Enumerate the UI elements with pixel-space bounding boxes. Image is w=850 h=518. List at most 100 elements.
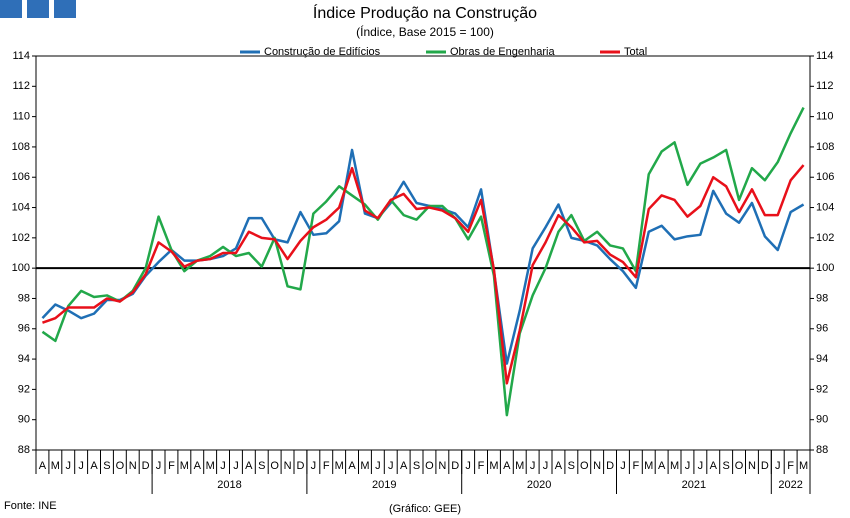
y2-tick-label: 88 xyxy=(816,444,828,456)
x-tick-label: M xyxy=(51,460,60,472)
chart-title: Índice Produção na Construção xyxy=(313,3,537,22)
y-tick-label: 90 xyxy=(18,414,30,426)
y-tick-label: 108 xyxy=(12,141,30,153)
x-tick-label: J xyxy=(698,460,704,472)
y2-tick-label: 102 xyxy=(816,232,834,244)
legend-label: Total xyxy=(624,46,647,58)
legend-label: Construção de Edifícios xyxy=(264,46,381,58)
x-tick-label: J xyxy=(775,460,781,472)
y2-tick-label: 96 xyxy=(816,323,828,335)
x-tick-label: O xyxy=(425,460,434,472)
y-tick-label: 110 xyxy=(12,111,30,123)
x-tick-label: J xyxy=(156,460,162,472)
year-label: 2021 xyxy=(682,479,706,491)
x-tick-label: N xyxy=(438,460,446,472)
x-tick-label: D xyxy=(761,460,769,472)
y-tick-label: 94 xyxy=(18,353,30,365)
x-tick-label: J xyxy=(233,460,239,472)
x-tick-label: D xyxy=(606,460,614,472)
y-tick-label: 96 xyxy=(18,323,30,335)
x-tick-label: A xyxy=(503,460,511,472)
x-tick-label: M xyxy=(335,460,344,472)
y2-tick-label: 106 xyxy=(816,171,834,183)
x-tick-label: F xyxy=(478,460,485,472)
x-tick-label: S xyxy=(103,460,110,472)
x-tick-label: M xyxy=(799,460,808,472)
y-tick-label: 92 xyxy=(18,383,30,395)
year-label: 2019 xyxy=(372,479,396,491)
x-tick-label: F xyxy=(323,460,330,472)
x-tick-label: S xyxy=(722,460,729,472)
legend-label: Obras de Engenharia xyxy=(450,46,555,58)
y-tick-label: 100 xyxy=(12,262,30,274)
x-tick-label: N xyxy=(284,460,292,472)
x-tick-label: N xyxy=(129,460,137,472)
x-tick-label: J xyxy=(311,460,317,472)
x-tick-label: J xyxy=(78,460,84,472)
y-tick-label: 104 xyxy=(12,201,30,213)
year-label: 2018 xyxy=(217,479,241,491)
y-tick-label: 88 xyxy=(18,444,30,456)
series-line xyxy=(41,148,805,365)
x-tick-label: S xyxy=(568,460,575,472)
x-tick-label: M xyxy=(644,460,653,472)
y2-tick-label: 112 xyxy=(816,80,834,92)
x-tick-label: J xyxy=(388,460,394,472)
x-tick-label: J xyxy=(66,460,72,472)
y-tick-label: 98 xyxy=(18,292,30,304)
logo-block xyxy=(0,0,22,18)
x-tick-label: O xyxy=(116,460,125,472)
x-tick-label: F xyxy=(632,460,639,472)
x-tick-label: F xyxy=(168,460,175,472)
y-tick-label: 114 xyxy=(12,50,30,62)
y2-tick-label: 98 xyxy=(816,292,828,304)
x-tick-label: S xyxy=(258,460,265,472)
x-tick-label: J xyxy=(530,460,536,472)
x-tick-label: A xyxy=(555,460,563,472)
x-tick-label: N xyxy=(593,460,601,472)
x-tick-label: M xyxy=(515,460,524,472)
y-tick-label: 106 xyxy=(12,171,30,183)
x-tick-label: D xyxy=(451,460,459,472)
y2-tick-label: 110 xyxy=(816,111,834,123)
y2-tick-label: 108 xyxy=(816,141,834,153)
x-tick-label: J xyxy=(620,460,626,472)
x-tick-label: A xyxy=(400,460,408,472)
x-tick-label: M xyxy=(360,460,369,472)
x-tick-label: M xyxy=(670,460,679,472)
x-tick-label: J xyxy=(685,460,691,472)
year-label: 2020 xyxy=(527,479,551,491)
x-tick-label: O xyxy=(580,460,589,472)
x-tick-label: A xyxy=(194,460,202,472)
y-tick-label: 112 xyxy=(12,80,30,92)
x-tick-label: D xyxy=(296,460,304,472)
y2-tick-label: 94 xyxy=(816,353,828,365)
series-line xyxy=(42,164,805,385)
chart-subtitle: (Índice, Base 2015 = 100) xyxy=(356,24,494,39)
x-tick-label: M xyxy=(206,460,215,472)
source: Fonte: INE xyxy=(4,500,57,512)
x-tick-label: J xyxy=(375,460,381,472)
x-tick-label: S xyxy=(413,460,420,472)
x-tick-label: O xyxy=(735,460,744,472)
plot-frame xyxy=(35,55,811,451)
y2-tick-label: 114 xyxy=(816,50,834,62)
x-tick-label: A xyxy=(658,460,666,472)
y-tick-label: 102 xyxy=(12,232,30,244)
logo-block xyxy=(54,0,76,18)
x-tick-label: O xyxy=(270,460,279,472)
series-line xyxy=(41,106,805,417)
logo-block xyxy=(27,0,49,18)
credit: (Gráfico: GEE) xyxy=(389,503,461,515)
x-tick-label: A xyxy=(710,460,718,472)
y2-tick-label: 100 xyxy=(816,262,834,274)
x-tick-label: M xyxy=(180,460,189,472)
x-tick-label: A xyxy=(39,460,47,472)
x-tick-label: A xyxy=(90,460,98,472)
year-label: 2022 xyxy=(778,479,802,491)
x-tick-label: A xyxy=(348,460,356,472)
x-tick-label: J xyxy=(220,460,226,472)
x-tick-label: J xyxy=(543,460,549,472)
x-tick-label: M xyxy=(489,460,498,472)
